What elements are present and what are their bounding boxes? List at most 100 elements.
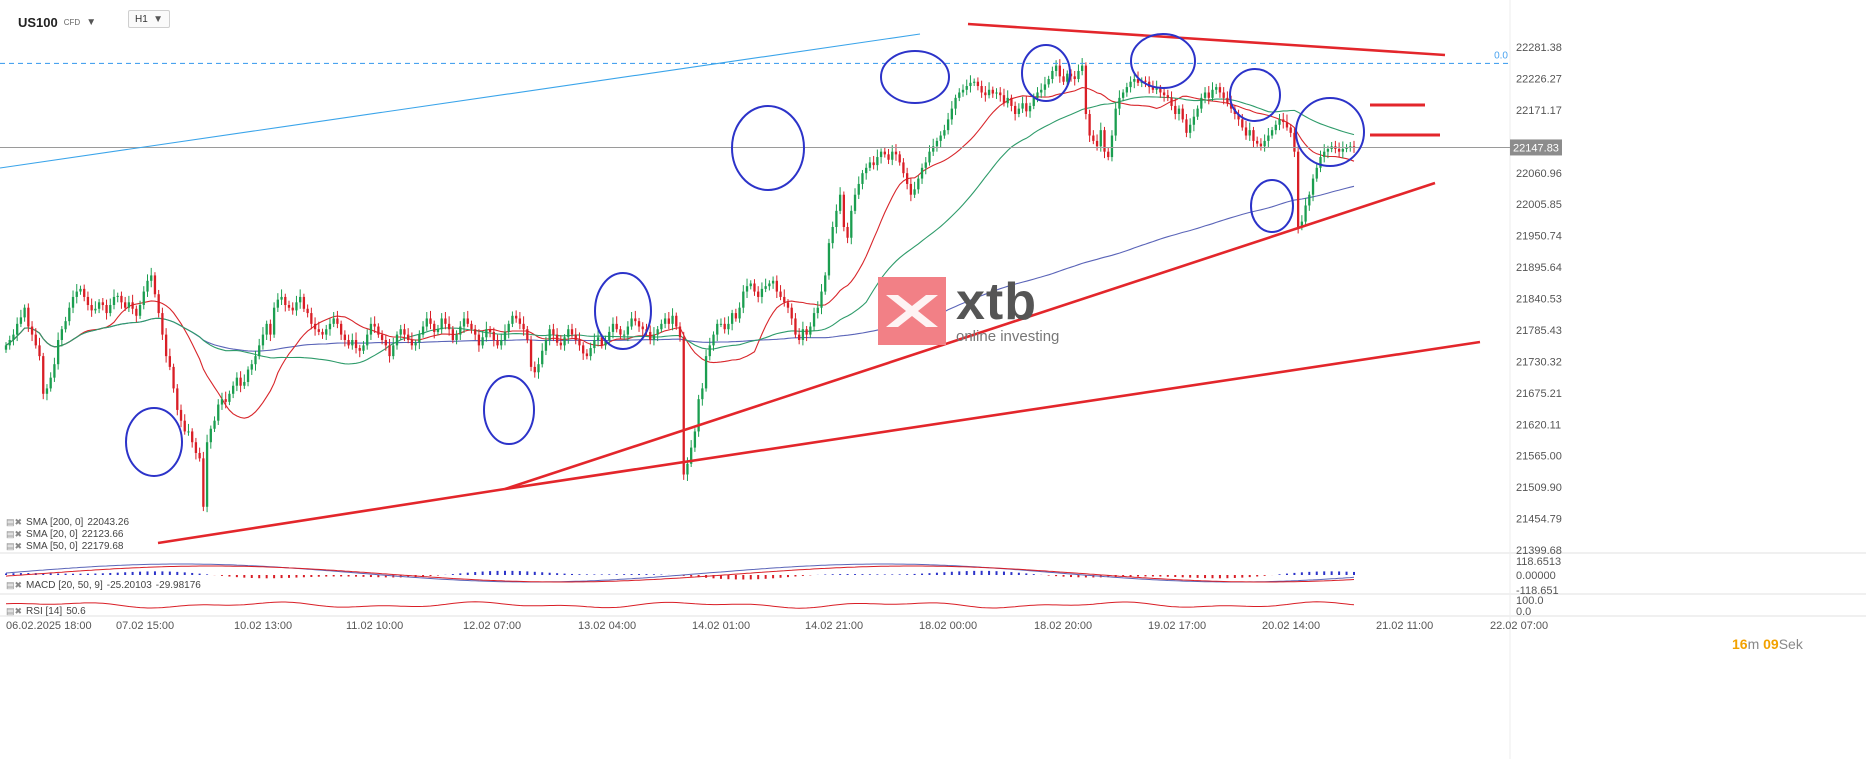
sma-50-legend[interactable]: ▤✖ SMA [50, 0] 22179.68 <box>6 541 123 552</box>
macd-histogram-bar <box>153 571 156 575</box>
macd-tick-label: -118.651 <box>1516 585 1559 597</box>
candle-body <box>518 318 522 324</box>
sma-50-value: 22179.68 <box>81 541 124 552</box>
candle-body <box>395 334 399 346</box>
macd-histogram-bar <box>340 575 343 577</box>
candle-body <box>660 323 663 330</box>
candle-body <box>745 286 749 292</box>
macd-histogram-bar <box>377 575 380 578</box>
macd-histogram-bar <box>86 573 89 575</box>
candle-body <box>1229 103 1233 109</box>
candlestick-series <box>4 58 1356 513</box>
candle-body <box>1282 119 1285 123</box>
settings-icon[interactable]: ▤✖ <box>6 541 23 551</box>
rsi-legend[interactable]: ▤✖ RSI [14] 50.6 <box>6 606 86 617</box>
candle-body <box>474 329 477 335</box>
candle-body <box>701 388 704 400</box>
sma-200-legend[interactable]: ▤✖ SMA [200, 0] 22043.26 <box>6 517 129 528</box>
macd-histogram-bar <box>206 574 209 575</box>
macd-histogram-bar <box>1137 575 1140 577</box>
candle-body <box>280 296 283 300</box>
macd-histogram-bar <box>12 573 15 575</box>
macd-histogram-bar <box>883 574 886 575</box>
candle-body <box>1088 114 1091 136</box>
candle-body <box>109 305 112 314</box>
rsi-tick-label: 0.0 <box>1516 606 1531 618</box>
candle-body <box>768 283 771 287</box>
macd-legend[interactable]: ▤✖ MACD [20, 50, 9] -25.20103 -29.98176 <box>6 580 201 591</box>
candle-body <box>704 356 708 389</box>
current-price-label: 22147.83 <box>1513 142 1559 154</box>
macd-histogram-bar <box>332 575 335 577</box>
candle-body <box>559 342 562 346</box>
candle-body <box>1315 167 1318 179</box>
candle-body <box>373 323 376 327</box>
candle-body <box>97 302 101 309</box>
y-tick-label: 21454.79 <box>1516 514 1562 526</box>
candle-body <box>686 463 689 475</box>
highlight-circle <box>1021 44 1071 102</box>
macd-histogram-bar <box>191 572 194 575</box>
macd-histogram-bar <box>19 573 22 575</box>
candle-body <box>217 404 220 421</box>
macd-histogram-bar <box>109 572 112 575</box>
macd-histogram-bar <box>57 573 60 575</box>
macd-histogram-bar <box>1017 572 1020 575</box>
settings-icon[interactable]: ▤✖ <box>6 517 23 527</box>
candle-body <box>220 399 224 405</box>
candle-body <box>760 288 764 297</box>
candle-body <box>980 86 983 93</box>
timer-seconds-unit: Sek <box>1778 636 1803 652</box>
macd-histogram-bar <box>690 575 693 577</box>
macd-histogram-bar <box>94 573 97 575</box>
macd-histogram-bar <box>258 575 261 579</box>
macd-histogram-bar <box>615 574 618 575</box>
candle-body <box>958 92 961 98</box>
candle-body <box>697 399 700 432</box>
macd-histogram-bar <box>1353 571 1355 575</box>
candle-body <box>1300 221 1304 227</box>
macd-histogram-bar <box>608 574 611 575</box>
chart-annotations: 0.0 22147.83 <box>0 22 1562 545</box>
candle-body <box>868 162 872 168</box>
candle-body <box>164 334 168 357</box>
settings-icon[interactable]: ▤✖ <box>6 529 23 539</box>
macd-histogram-bar <box>235 575 238 578</box>
macd-histogram-bar <box>638 574 641 575</box>
sma-20-legend[interactable]: ▤✖ SMA [20, 0] 22123.66 <box>6 529 123 540</box>
macd-histogram-bar <box>243 575 246 578</box>
sma-200-label: SMA [200, 0] <box>26 517 84 528</box>
macd-histogram-bar <box>1055 575 1058 577</box>
candle-body <box>1278 119 1281 125</box>
timer-minutes: 16 <box>1732 636 1748 652</box>
candle-body <box>194 442 198 453</box>
settings-icon[interactable]: ▤✖ <box>6 580 23 590</box>
chevron-down-icon[interactable]: ▼ <box>86 16 97 28</box>
candle-body <box>798 334 801 340</box>
candle-body <box>1062 76 1065 82</box>
candle-body <box>678 326 682 338</box>
candle-body <box>589 348 592 357</box>
candle-body <box>1203 92 1207 98</box>
candle-body <box>928 151 931 163</box>
settings-icon[interactable]: ▤✖ <box>6 606 23 616</box>
candle-body <box>853 194 857 211</box>
candle-body <box>243 381 246 386</box>
instrument-header[interactable]: US100 CFD ▼ <box>18 12 96 32</box>
macd-histogram-bar <box>5 573 7 575</box>
macd-histogram-bar <box>295 575 298 578</box>
macd-histogram-bar <box>965 571 968 575</box>
timeframe-selector[interactable]: H1 ▼ <box>128 10 170 28</box>
x-tick-label: 18.02 00:00 <box>919 620 977 632</box>
macd-histogram-bar <box>1077 575 1080 578</box>
candle-body <box>321 331 324 335</box>
macd-signal-line <box>5 565 1355 583</box>
candle-body <box>898 154 901 163</box>
candle-body <box>730 313 734 324</box>
candle-body <box>410 339 414 346</box>
candle-body <box>135 308 138 316</box>
candle-body <box>727 323 730 330</box>
macd-histogram-bar <box>176 571 179 575</box>
candle-body <box>891 151 894 160</box>
